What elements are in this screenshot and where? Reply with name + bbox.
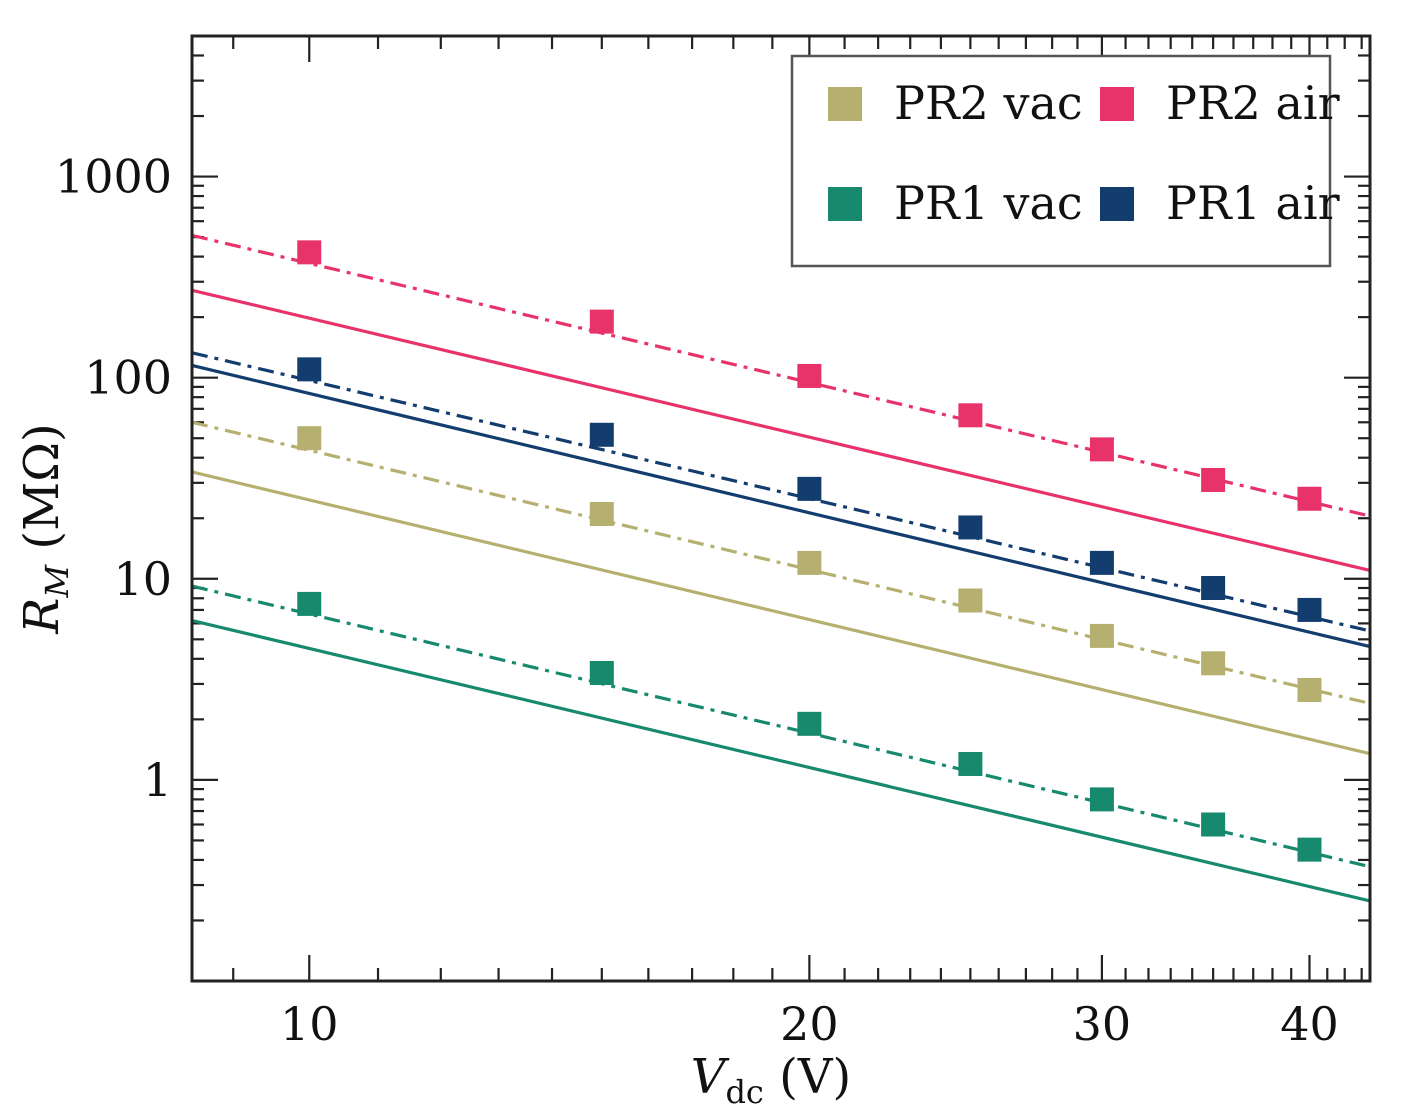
pr2-air-dashed-fit-line [191, 233, 1371, 518]
legend-label: PR1 air [1166, 176, 1340, 230]
pr1-air-point [589, 422, 614, 447]
y-axis-title-main: R [14, 598, 70, 635]
pr2-vac-point [589, 501, 614, 526]
pr1-vac-point [589, 661, 614, 686]
pr1-air-point [1297, 597, 1322, 622]
legend-item-pr2-air: PR2 air [1100, 76, 1340, 130]
x-axis-title-unit: (V) [764, 1049, 851, 1105]
x-tick-label: 10 [280, 997, 339, 1051]
y-axis-title-sub: M [38, 564, 76, 599]
pr1-vac-solid-fit-line [191, 618, 1371, 903]
pr2-vac-solid-fit-line [191, 470, 1371, 756]
legend-item-pr2-vac: PR2 vac [828, 76, 1083, 130]
x-tick-label: 20 [780, 997, 839, 1051]
y-tick-label: 1 [143, 753, 172, 807]
legend-swatch [828, 187, 862, 221]
pr1-air-point [797, 476, 822, 501]
pr1-vac-point [297, 591, 322, 616]
legend-item-pr1-vac: PR1 vac [828, 176, 1083, 230]
pr2-air-point [1089, 437, 1114, 462]
pr1-vac-point [797, 711, 822, 736]
legend-item-pr1-air: PR1 air [1100, 176, 1340, 230]
y-axis-title-unit: (MΩ) [14, 423, 70, 565]
x-axis-title-sub: dc [725, 1073, 763, 1111]
pr2-vac-dashed-fit-line [191, 420, 1371, 705]
pr2-air-point [1201, 467, 1226, 492]
x-tick-label: 40 [1280, 997, 1339, 1051]
pr2-vac-point [1201, 651, 1226, 676]
pr1-air-point [1201, 575, 1226, 600]
pr2-air-solid-fit-line [191, 288, 1371, 573]
pr2-vac-point [1089, 623, 1114, 648]
pr2-air-point [958, 403, 983, 428]
y-axis-title: RM (MΩ) [14, 423, 76, 635]
pr1-vac-point [958, 751, 983, 776]
legend-label: PR2 air [1166, 76, 1340, 130]
pr1-air-point [297, 357, 322, 382]
pr1-air-point [1089, 550, 1114, 575]
pr2-vac-point [297, 426, 322, 451]
plot-frame [190, 34, 1372, 983]
pr2-air-point [297, 240, 322, 265]
legend-label: PR1 vac [894, 176, 1083, 230]
pr2-air-point [1297, 486, 1322, 511]
pr1-vac-point [1089, 787, 1114, 812]
pr1-vac-dashed-fit-line [191, 584, 1371, 869]
pr2-air-point [797, 363, 822, 388]
y-tick-label: 10 [113, 552, 172, 606]
pr1-air-solid-fit-line [191, 363, 1371, 649]
pr2-vac-point [1297, 677, 1322, 702]
x-axis-title-main: V [691, 1049, 730, 1105]
pr1-air-point [958, 515, 983, 540]
pr1-vac-point [1297, 837, 1322, 862]
x-axis-title: Vdc (V) [691, 1049, 851, 1111]
fit-lines [191, 233, 1371, 903]
y-tick-label: 100 [84, 351, 172, 405]
tick-labels: 10 20 30 40 1 10 100 1000 [55, 150, 1339, 1051]
pr1-air-dashed-fit-line [191, 351, 1371, 633]
pr2-vac-point [797, 550, 822, 575]
x-tick-label: 30 [1073, 997, 1132, 1051]
pr2-vac-point [958, 588, 983, 613]
legend-label: PR2 vac [894, 76, 1083, 130]
legend-swatch [828, 87, 862, 121]
pr2-air-point [589, 309, 614, 334]
legend-swatch [1100, 187, 1134, 221]
data-markers [297, 240, 1322, 862]
pr1-vac-point [1201, 812, 1226, 837]
legend: PR2 vac PR2 air PR1 vac PR1 air [790, 54, 1340, 268]
y-tick-label: 1000 [55, 150, 172, 204]
legend-box [790, 54, 1332, 268]
axis-ticks [192, 34, 1370, 983]
legend-swatch [1100, 87, 1134, 121]
